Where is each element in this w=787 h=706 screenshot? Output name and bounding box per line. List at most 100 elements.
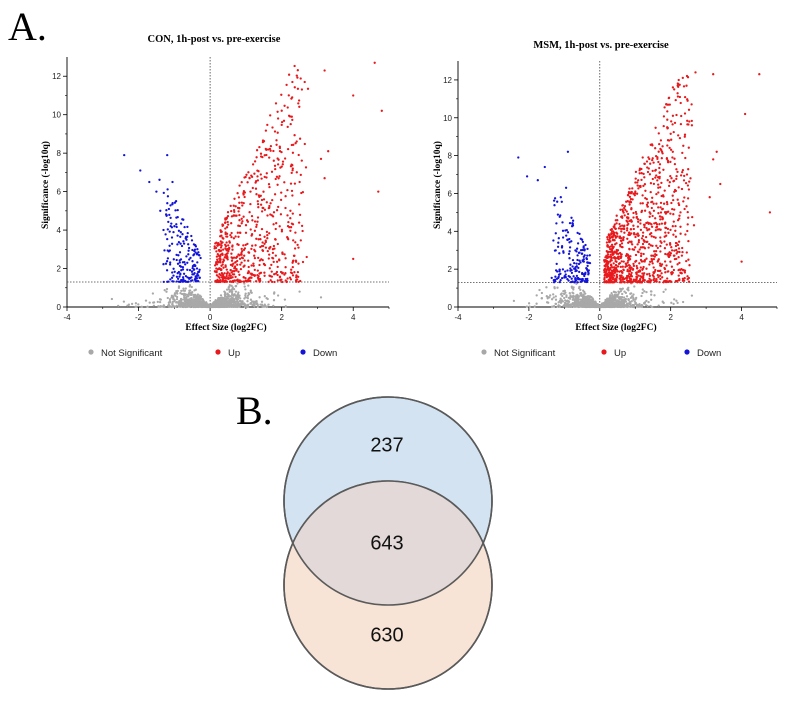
- point-up: [215, 267, 218, 270]
- point-up: [279, 198, 283, 202]
- point-up: [266, 123, 269, 127]
- point-up: [299, 173, 302, 177]
- point-up: [275, 209, 279, 212]
- point-up: [255, 225, 258, 229]
- point-up: [214, 270, 217, 273]
- point-up: [626, 256, 630, 260]
- point-up: [670, 177, 673, 180]
- point-up: [268, 156, 271, 159]
- point-up: [274, 167, 277, 171]
- point-down: [187, 246, 191, 250]
- point-not-significant: [219, 294, 223, 297]
- point-up: [659, 236, 662, 239]
- point-up: [654, 250, 658, 253]
- point-not-significant: [188, 293, 191, 296]
- point-up: [288, 276, 292, 279]
- point-down: [556, 213, 560, 216]
- point-up: [657, 206, 660, 209]
- point-not-significant: [545, 295, 548, 298]
- point-up: [628, 233, 632, 236]
- point-up: [637, 250, 640, 254]
- point-up: [286, 188, 289, 192]
- point-up: [631, 248, 634, 251]
- point-up: [679, 174, 683, 177]
- point-up: [250, 264, 253, 267]
- point-up: [242, 215, 245, 218]
- point-up: [609, 228, 612, 232]
- point-up: [295, 171, 298, 174]
- point-up: [643, 162, 646, 165]
- point-not-significant: [653, 294, 656, 297]
- point-up: [606, 238, 609, 241]
- point-up: [640, 172, 643, 175]
- point-up: [607, 275, 610, 278]
- point-up: [625, 229, 629, 232]
- point-not-significant: [571, 295, 575, 298]
- point-up: [271, 126, 274, 129]
- point-up: [683, 196, 686, 199]
- point-up: [683, 207, 686, 211]
- point-up: [625, 216, 629, 219]
- point-not-significant: [528, 305, 531, 308]
- point-down: [191, 260, 194, 263]
- point-down: [198, 276, 201, 279]
- point-not-significant: [533, 305, 536, 308]
- point-down: [587, 273, 590, 276]
- point-up: [680, 254, 684, 257]
- point-down: [162, 191, 165, 195]
- point-down: [570, 216, 573, 219]
- point-up: [652, 266, 655, 269]
- point-up: [631, 187, 634, 190]
- point-down: [166, 188, 169, 191]
- point-down: [571, 265, 574, 268]
- point-up: [615, 273, 619, 276]
- point-not-significant: [182, 305, 185, 308]
- point-not-significant: [247, 284, 250, 287]
- point-not-significant: [616, 303, 619, 306]
- point-down: [568, 221, 572, 225]
- point-down: [166, 237, 169, 241]
- point-down: [168, 213, 171, 217]
- point-down: [165, 260, 169, 263]
- point-not-significant: [629, 301, 632, 305]
- point-up: [685, 173, 689, 176]
- point-up: [677, 134, 680, 137]
- point-up: [603, 270, 606, 274]
- point-up: [243, 191, 247, 194]
- point-not-significant: [255, 300, 258, 303]
- point-not-significant: [574, 297, 577, 300]
- point-up: [283, 181, 286, 184]
- point-up: [247, 265, 250, 269]
- point-up: [632, 192, 635, 195]
- point-not-significant: [215, 304, 218, 307]
- point-not-significant: [559, 297, 562, 300]
- x-tick-label: 4: [739, 313, 744, 322]
- point-up: [628, 272, 631, 276]
- point-not-significant: [190, 300, 193, 303]
- point-up: [681, 269, 685, 272]
- point-up: [614, 234, 617, 238]
- point-not-significant: [604, 305, 607, 308]
- point-up: [240, 251, 243, 255]
- point-up: [298, 137, 302, 140]
- point-up: [256, 202, 260, 206]
- point-up: [623, 204, 627, 208]
- point-up: [606, 272, 609, 275]
- point-up: [236, 192, 239, 195]
- point-not-significant: [583, 297, 587, 300]
- point-up: [301, 260, 305, 264]
- point-not-significant: [646, 304, 649, 308]
- point-up: [277, 258, 281, 261]
- point-up: [712, 73, 715, 76]
- point-up: [270, 263, 273, 267]
- point-down: [166, 153, 169, 157]
- point-up: [626, 223, 629, 227]
- point-up: [259, 238, 262, 241]
- point-not-significant: [579, 298, 582, 301]
- point-down: [179, 258, 183, 261]
- point-down: [198, 268, 201, 271]
- point-up: [671, 86, 675, 89]
- point-not-significant: [624, 291, 628, 295]
- point-down: [554, 275, 557, 278]
- chart-title: MSM, 1h-post vs. pre-exercise: [533, 40, 669, 51]
